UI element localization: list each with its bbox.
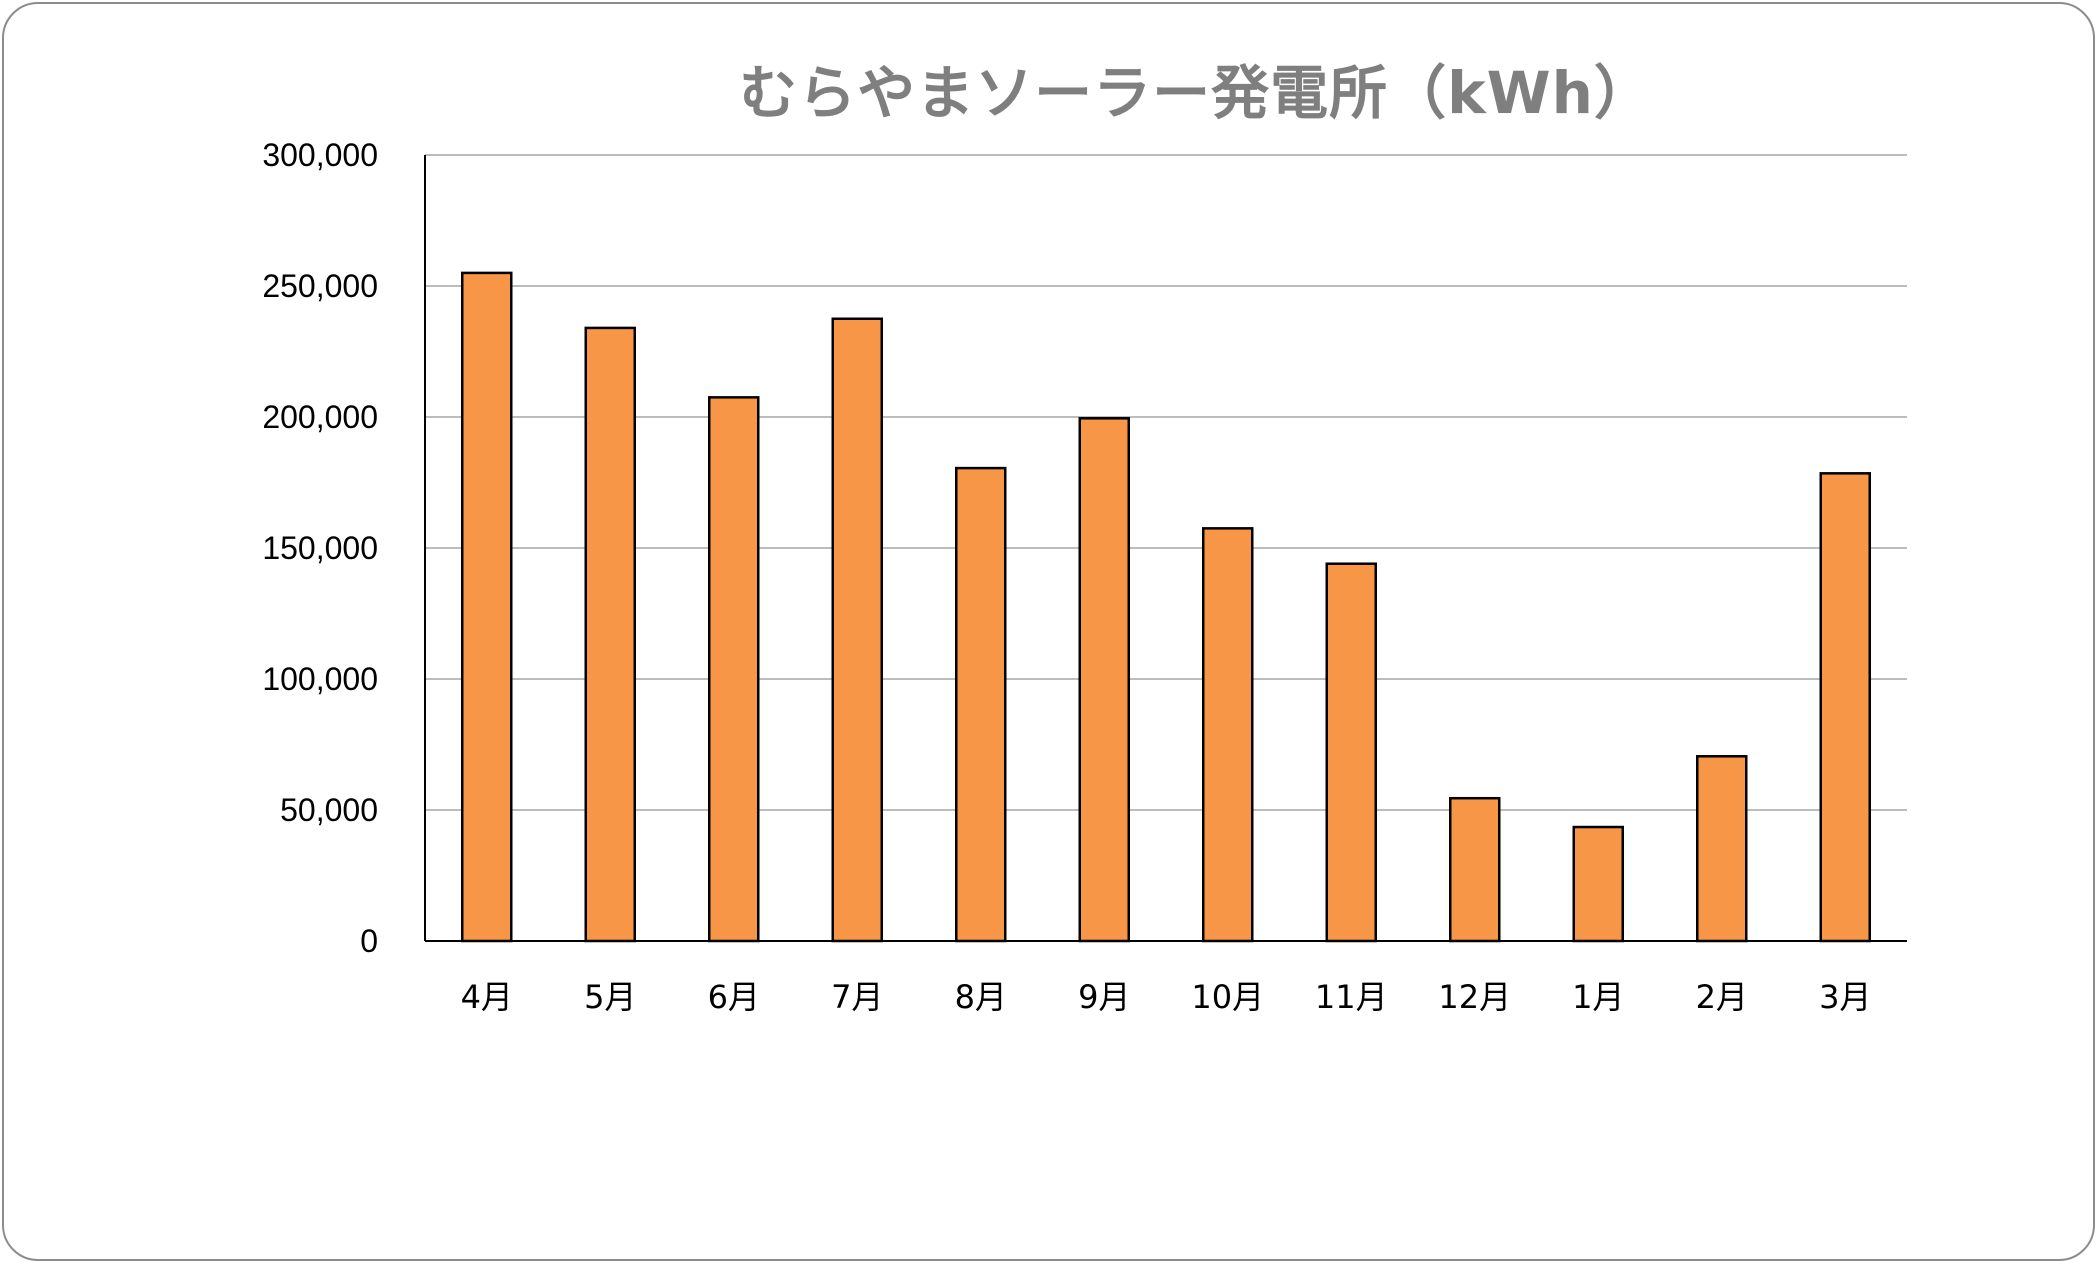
chart-title: むらやまソーラー発電所（kWh） xyxy=(739,59,1653,127)
y-tick-label: 150,000 xyxy=(262,530,378,566)
gridlines xyxy=(425,154,1907,811)
y-tick-label: 100,000 xyxy=(262,661,378,697)
x-tick-labels: 4月 5月 6月 7月 8月 9月 10月 11月 12月 1月 2月 3月 xyxy=(461,978,1872,1016)
bar xyxy=(1819,472,1871,943)
bar xyxy=(1325,562,1377,943)
y-tick-label: 250,000 xyxy=(262,268,378,304)
bar xyxy=(1572,825,1624,943)
x-tick-label: 3月 xyxy=(1819,978,1871,1016)
axes xyxy=(424,155,1907,942)
x-tick-label: 12月 xyxy=(1438,978,1511,1016)
bar xyxy=(461,271,513,943)
x-tick-label: 8月 xyxy=(955,978,1007,1016)
bar xyxy=(955,466,1007,943)
y-tick-label: 0 xyxy=(360,923,378,959)
bars xyxy=(461,271,1871,943)
bar xyxy=(584,326,636,943)
x-tick-label: 5月 xyxy=(584,978,636,1016)
bar xyxy=(1449,796,1501,943)
bar xyxy=(1696,755,1748,943)
y-tick-labels: 0 50,000 100,000 150,000 200,000 250,000 300,0… xyxy=(262,137,378,959)
bar xyxy=(1202,527,1254,943)
y-tick-label: 50,000 xyxy=(280,792,378,828)
x-tick-label: 1月 xyxy=(1572,978,1624,1016)
bar xyxy=(831,317,883,943)
x-tick-label: 11月 xyxy=(1315,978,1388,1016)
bar xyxy=(708,396,760,943)
x-tick-label: 10月 xyxy=(1191,978,1264,1016)
bar xyxy=(1078,417,1130,943)
x-tick-label: 6月 xyxy=(708,978,760,1016)
y-tick-label: 200,000 xyxy=(262,399,378,435)
y-tick-label: 300,000 xyxy=(262,137,378,173)
x-tick-label: 2月 xyxy=(1696,978,1748,1016)
x-tick-label: 9月 xyxy=(1078,978,1130,1016)
x-tick-label: 4月 xyxy=(461,978,513,1016)
x-tick-label: 7月 xyxy=(831,978,883,1016)
